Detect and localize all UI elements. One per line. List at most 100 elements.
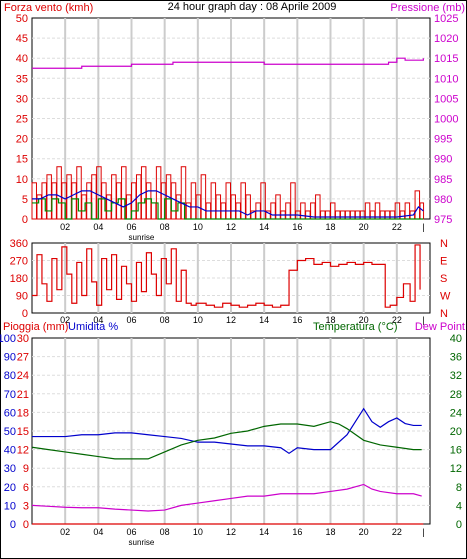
temperature-tick-label: 36 <box>450 352 462 364</box>
rain-tick-label: 3 <box>23 500 29 512</box>
wind-bar <box>180 166 187 220</box>
rain-tick-label: 21 <box>17 389 29 401</box>
rain-tick-label: 30 <box>17 333 29 345</box>
x-tick-label: 08 <box>160 222 170 232</box>
x-tick-label: 16 <box>292 315 302 325</box>
x-tick-label: 10 <box>193 315 203 325</box>
pressure-tick-label: 995 <box>434 134 452 146</box>
humidity-tick-label: 50 <box>4 426 16 438</box>
temperature-tick-label: 20 <box>450 426 462 438</box>
pressure-tick-label: 1025 <box>434 13 458 25</box>
wind-tick-label: 20 <box>16 134 28 146</box>
wind-tick-label: 50 <box>16 13 28 25</box>
temperature-line <box>31 421 422 460</box>
pressure-tick-label: 1005 <box>434 93 458 105</box>
wind-bar <box>165 174 172 220</box>
wind-bar <box>111 174 117 220</box>
direction-tick-label: 0 <box>22 308 28 320</box>
wind-bar <box>61 182 67 220</box>
rain-axis-title: Pioggia (mm) <box>3 321 68 333</box>
rain-tick-label: 27 <box>17 352 29 364</box>
x-tick-label: 08 <box>160 527 170 537</box>
humidity-line <box>32 407 422 455</box>
humidity-tick-label: 90 <box>4 352 16 364</box>
temperature-tick-label: 12 <box>450 463 462 475</box>
x-tick-label: 18 <box>325 315 335 325</box>
humidity-tick-label: 70 <box>4 389 16 401</box>
wind-bar <box>56 166 62 220</box>
x-tick-label: 06 <box>126 315 136 325</box>
humidity-tick-label: 0 <box>10 519 16 531</box>
wind-tick-label: 25 <box>16 114 28 126</box>
wind-bar <box>175 194 182 220</box>
wind-bar <box>140 166 147 220</box>
wind-bar <box>86 182 92 220</box>
x-tick-label: 04 <box>93 222 103 232</box>
x-tick-label: 20 <box>359 527 369 537</box>
x-tick-label: 02 <box>60 222 70 232</box>
rain-tick-label: 12 <box>17 445 29 457</box>
rain-tick-label: 6 <box>23 482 29 494</box>
wind-tick-label: 0 <box>22 214 28 226</box>
wind-axis-title: Forza vento (kmh) <box>4 2 93 14</box>
humidity-tick-label: 10 <box>4 500 16 512</box>
x-tick-label: 14 <box>259 222 269 232</box>
direction-tick-label: 360 <box>10 238 28 250</box>
humidity-axis-title: Umidita % <box>68 321 118 333</box>
humidity-tick-label: 20 <box>4 482 16 494</box>
wind-pressure-chart: 0510152025303540455097598098599099510001… <box>16 13 459 242</box>
direction-tick-label: 270 <box>10 256 28 268</box>
compass-label: N <box>440 308 448 320</box>
x-tick-label: 10 <box>193 222 203 232</box>
pressure-tick-label: 990 <box>434 154 452 166</box>
sunrise-label: sunrise <box>129 233 155 242</box>
x-tick-label: 04 <box>93 315 103 325</box>
pressure-tick-label: 985 <box>434 174 452 186</box>
x-tick-label-end: | <box>422 222 424 232</box>
wind-tick-label: 10 <box>16 174 28 186</box>
wind-tick-label: 35 <box>16 73 28 85</box>
compass-label: S <box>440 273 447 285</box>
humidity-tick-label: 60 <box>4 407 16 419</box>
compass-label: N <box>440 238 448 250</box>
dewpoint-axis-title: Dew Point <box>415 321 465 333</box>
temperature-axis-title: Temperatura (°C) <box>313 321 397 333</box>
x-tick-label: 16 <box>292 527 302 537</box>
x-tick-label: 02 <box>60 527 70 537</box>
rain-tick-label: 15 <box>17 426 29 438</box>
compass-label: E <box>440 256 447 268</box>
x-tick-label: 02 <box>60 315 70 325</box>
x-tick-label: 12 <box>226 527 236 537</box>
rain-tick-label: 18 <box>17 407 29 419</box>
temperature-tick-label: 4 <box>456 500 462 512</box>
wind-bar <box>81 194 87 220</box>
wind-bar <box>36 194 42 220</box>
compass-label: W <box>440 291 451 303</box>
direction-line <box>32 244 421 308</box>
temperature-tick-label: 8 <box>456 482 462 494</box>
x-tick-label: 04 <box>93 527 103 537</box>
dewpoint-line <box>31 483 422 512</box>
x-tick-label: 18 <box>325 222 335 232</box>
wind-bar <box>116 182 122 220</box>
x-tick-label: 14 <box>259 315 269 325</box>
gust-line <box>32 198 424 220</box>
direction-tick-label: 90 <box>16 291 28 303</box>
wind-tick-label: 5 <box>22 194 28 206</box>
x-tick-label: 14 <box>259 527 269 537</box>
x-tick-label: 12 <box>226 315 236 325</box>
rain-tick-label: 9 <box>23 463 29 475</box>
wind-bar <box>131 182 137 220</box>
humidity-tick-label: 40 <box>4 445 16 457</box>
pressure-tick-label: 1020 <box>434 33 458 45</box>
x-tick-label: 20 <box>359 315 369 325</box>
wind-bar <box>121 166 127 220</box>
temperature-tick-label: 28 <box>450 389 462 401</box>
temperature-tick-label: 24 <box>450 407 462 419</box>
x-tick-label: 20 <box>359 222 369 232</box>
x-tick-label: 06 <box>126 222 136 232</box>
x-tick-label: 22 <box>392 527 402 537</box>
rain-tick-label: 0 <box>23 519 29 531</box>
